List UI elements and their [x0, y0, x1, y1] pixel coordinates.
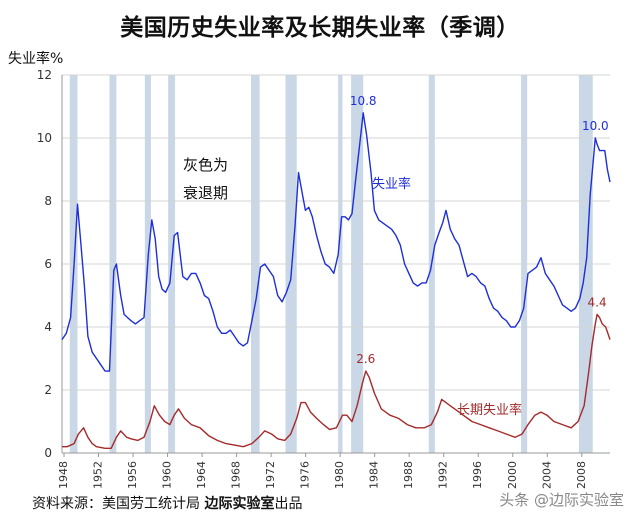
x-tick-label: 2000	[506, 461, 519, 489]
y-tick-label: 10	[37, 131, 52, 145]
end-peak-label-1: 4.4	[588, 295, 607, 309]
x-tick-label: 1948	[57, 461, 70, 489]
x-tick-label: 1980	[333, 461, 346, 489]
y-tick-label: 4	[44, 320, 52, 334]
y-tick-label: 6	[44, 257, 52, 271]
x-tick-label: 1952	[92, 461, 105, 489]
x-tick-label: 1956	[126, 461, 139, 489]
x-tick-label: 1972	[264, 461, 277, 489]
recession-note: 灰色为 衰退期	[183, 151, 228, 207]
series-label-long-term: 长期失业率	[457, 402, 522, 418]
chart-title: 美国历史失业率及长期失业率（季调）	[120, 15, 520, 41]
x-tick-label: 1968	[230, 461, 243, 489]
y-tick-label: 8	[44, 194, 52, 208]
recession-note-line1: 灰色为	[183, 156, 229, 174]
y-tick-label: 12	[37, 68, 52, 82]
x-tick-label: 1984	[368, 461, 381, 489]
source-org: 边际实验室	[204, 496, 275, 512]
source-note: 资料来源：美国劳工统计局 边际实验室出品	[32, 493, 302, 513]
x-tick-label: 1996	[471, 461, 484, 489]
series-label-unemployment: 失业率	[372, 176, 411, 192]
x-tick-label: 2004	[540, 461, 553, 489]
peak-label-1: 2.6	[356, 352, 375, 366]
x-tick-label: 1976	[299, 461, 312, 489]
end-peak-label-0: 10.0	[582, 119, 609, 133]
source-suffix: 出品	[274, 496, 303, 512]
series-line-1	[62, 313, 611, 449]
source-label: 资料来源：美国劳工统计局	[32, 496, 200, 512]
series-lines	[61, 112, 611, 449]
x-tick-label: 1988	[402, 461, 415, 489]
x-tick-label: 2008	[575, 461, 588, 489]
axes: 0 2 4 6 8 10 12 1948 1952 1956 1960 1964 1968 1972 197…	[37, 68, 610, 489]
watermark: 头条 @边际实验室	[499, 491, 624, 509]
recession-note-line2: 衰退期	[183, 184, 229, 202]
y-axis-label: 失业率%	[8, 51, 64, 67]
peak-label-0: 10.8	[350, 94, 377, 108]
x-tick-label: 1964	[195, 461, 208, 489]
series-line-0	[61, 112, 611, 372]
x-tick-label: 1960	[161, 461, 174, 489]
y-tick-label: 0	[44, 446, 52, 460]
y-tick-label: 2	[44, 383, 52, 397]
x-tick-label: 1992	[437, 461, 450, 489]
